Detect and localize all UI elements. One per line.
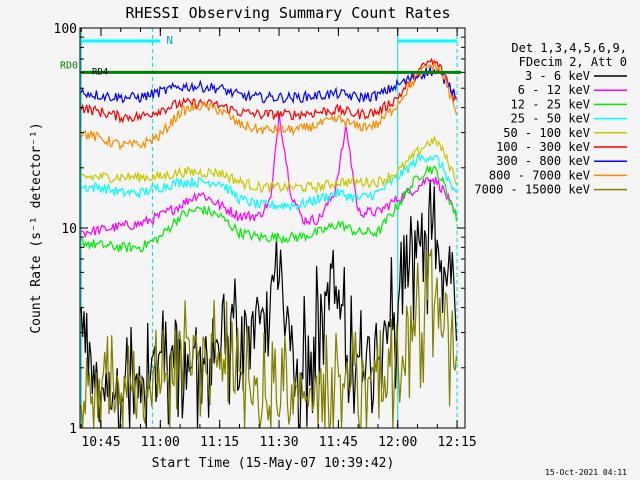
y-tick-label-1: 10 [61, 222, 77, 237]
legend-label-8: 7000 - 15000 keV [474, 183, 590, 197]
y-axis-label: Count Rate (s⁻¹ detector⁻¹) [29, 122, 44, 333]
annotation-rd0: RD0 [60, 60, 78, 71]
y-tick-label-0: 1 [69, 422, 77, 437]
x-tick-label-3: 11:30 [259, 435, 298, 450]
annotation-n-flag: N [166, 34, 173, 47]
series-line-1 [81, 112, 458, 239]
legend: Det 1,3,4,5,6,9, FDecim 2, Att 0 3 - 6 k… [474, 41, 627, 197]
footer-date: 15-Oct-2021 04:11 [545, 468, 627, 477]
x-tick-label-2: 11:15 [200, 435, 239, 450]
series-line-6 [80, 65, 457, 105]
x-tick-label-1: 11:00 [141, 435, 180, 450]
chart-title: RHESSI Observing Summary Count Rates [125, 4, 450, 22]
legend-label-5: 100 - 300 keV [496, 140, 590, 154]
legend-label-4: 50 - 100 keV [503, 126, 590, 140]
series-line-8 [80, 248, 458, 429]
plot-series-group [80, 28, 462, 429]
legend-label-7: 800 - 7000 keV [489, 168, 590, 182]
series-line-4 [80, 134, 458, 195]
legend-label-6: 300 - 800 keV [496, 154, 590, 168]
legend-label-0: 3 - 6 keV [525, 69, 590, 83]
series-line-5 [80, 57, 457, 124]
legend-label-3: 25 - 50 keV [511, 112, 590, 126]
series-line-7 [80, 60, 458, 151]
series-line-3 [80, 153, 458, 212]
y-tick-label-2: 100 [54, 22, 77, 37]
series-line-0 [80, 179, 458, 429]
series-line-2 [81, 164, 458, 253]
legend-title-line-1: Det 1,3,4,5,6,9, [511, 41, 627, 55]
annotation-rd4: RD4 [92, 67, 108, 77]
x-axis-label: Start Time (15-May-07 10:39:42) [152, 456, 395, 471]
x-tick-label-4: 11:45 [319, 435, 358, 450]
legend-label-2: 12 - 25 keV [511, 97, 590, 111]
x-tick-label-0: 10:45 [81, 435, 120, 450]
x-tick-label-5: 12:00 [378, 435, 417, 450]
plot-axes-group: 10:45 11:00 11:15 11:30 11:45 12:00 12:15 1 10 10… [54, 22, 477, 450]
x-tick-label-6: 12:15 [438, 435, 477, 450]
legend-title-line-2: FDecim 2, Att 0 [519, 55, 627, 69]
legend-label-1: 6 - 12 keV [518, 83, 590, 97]
